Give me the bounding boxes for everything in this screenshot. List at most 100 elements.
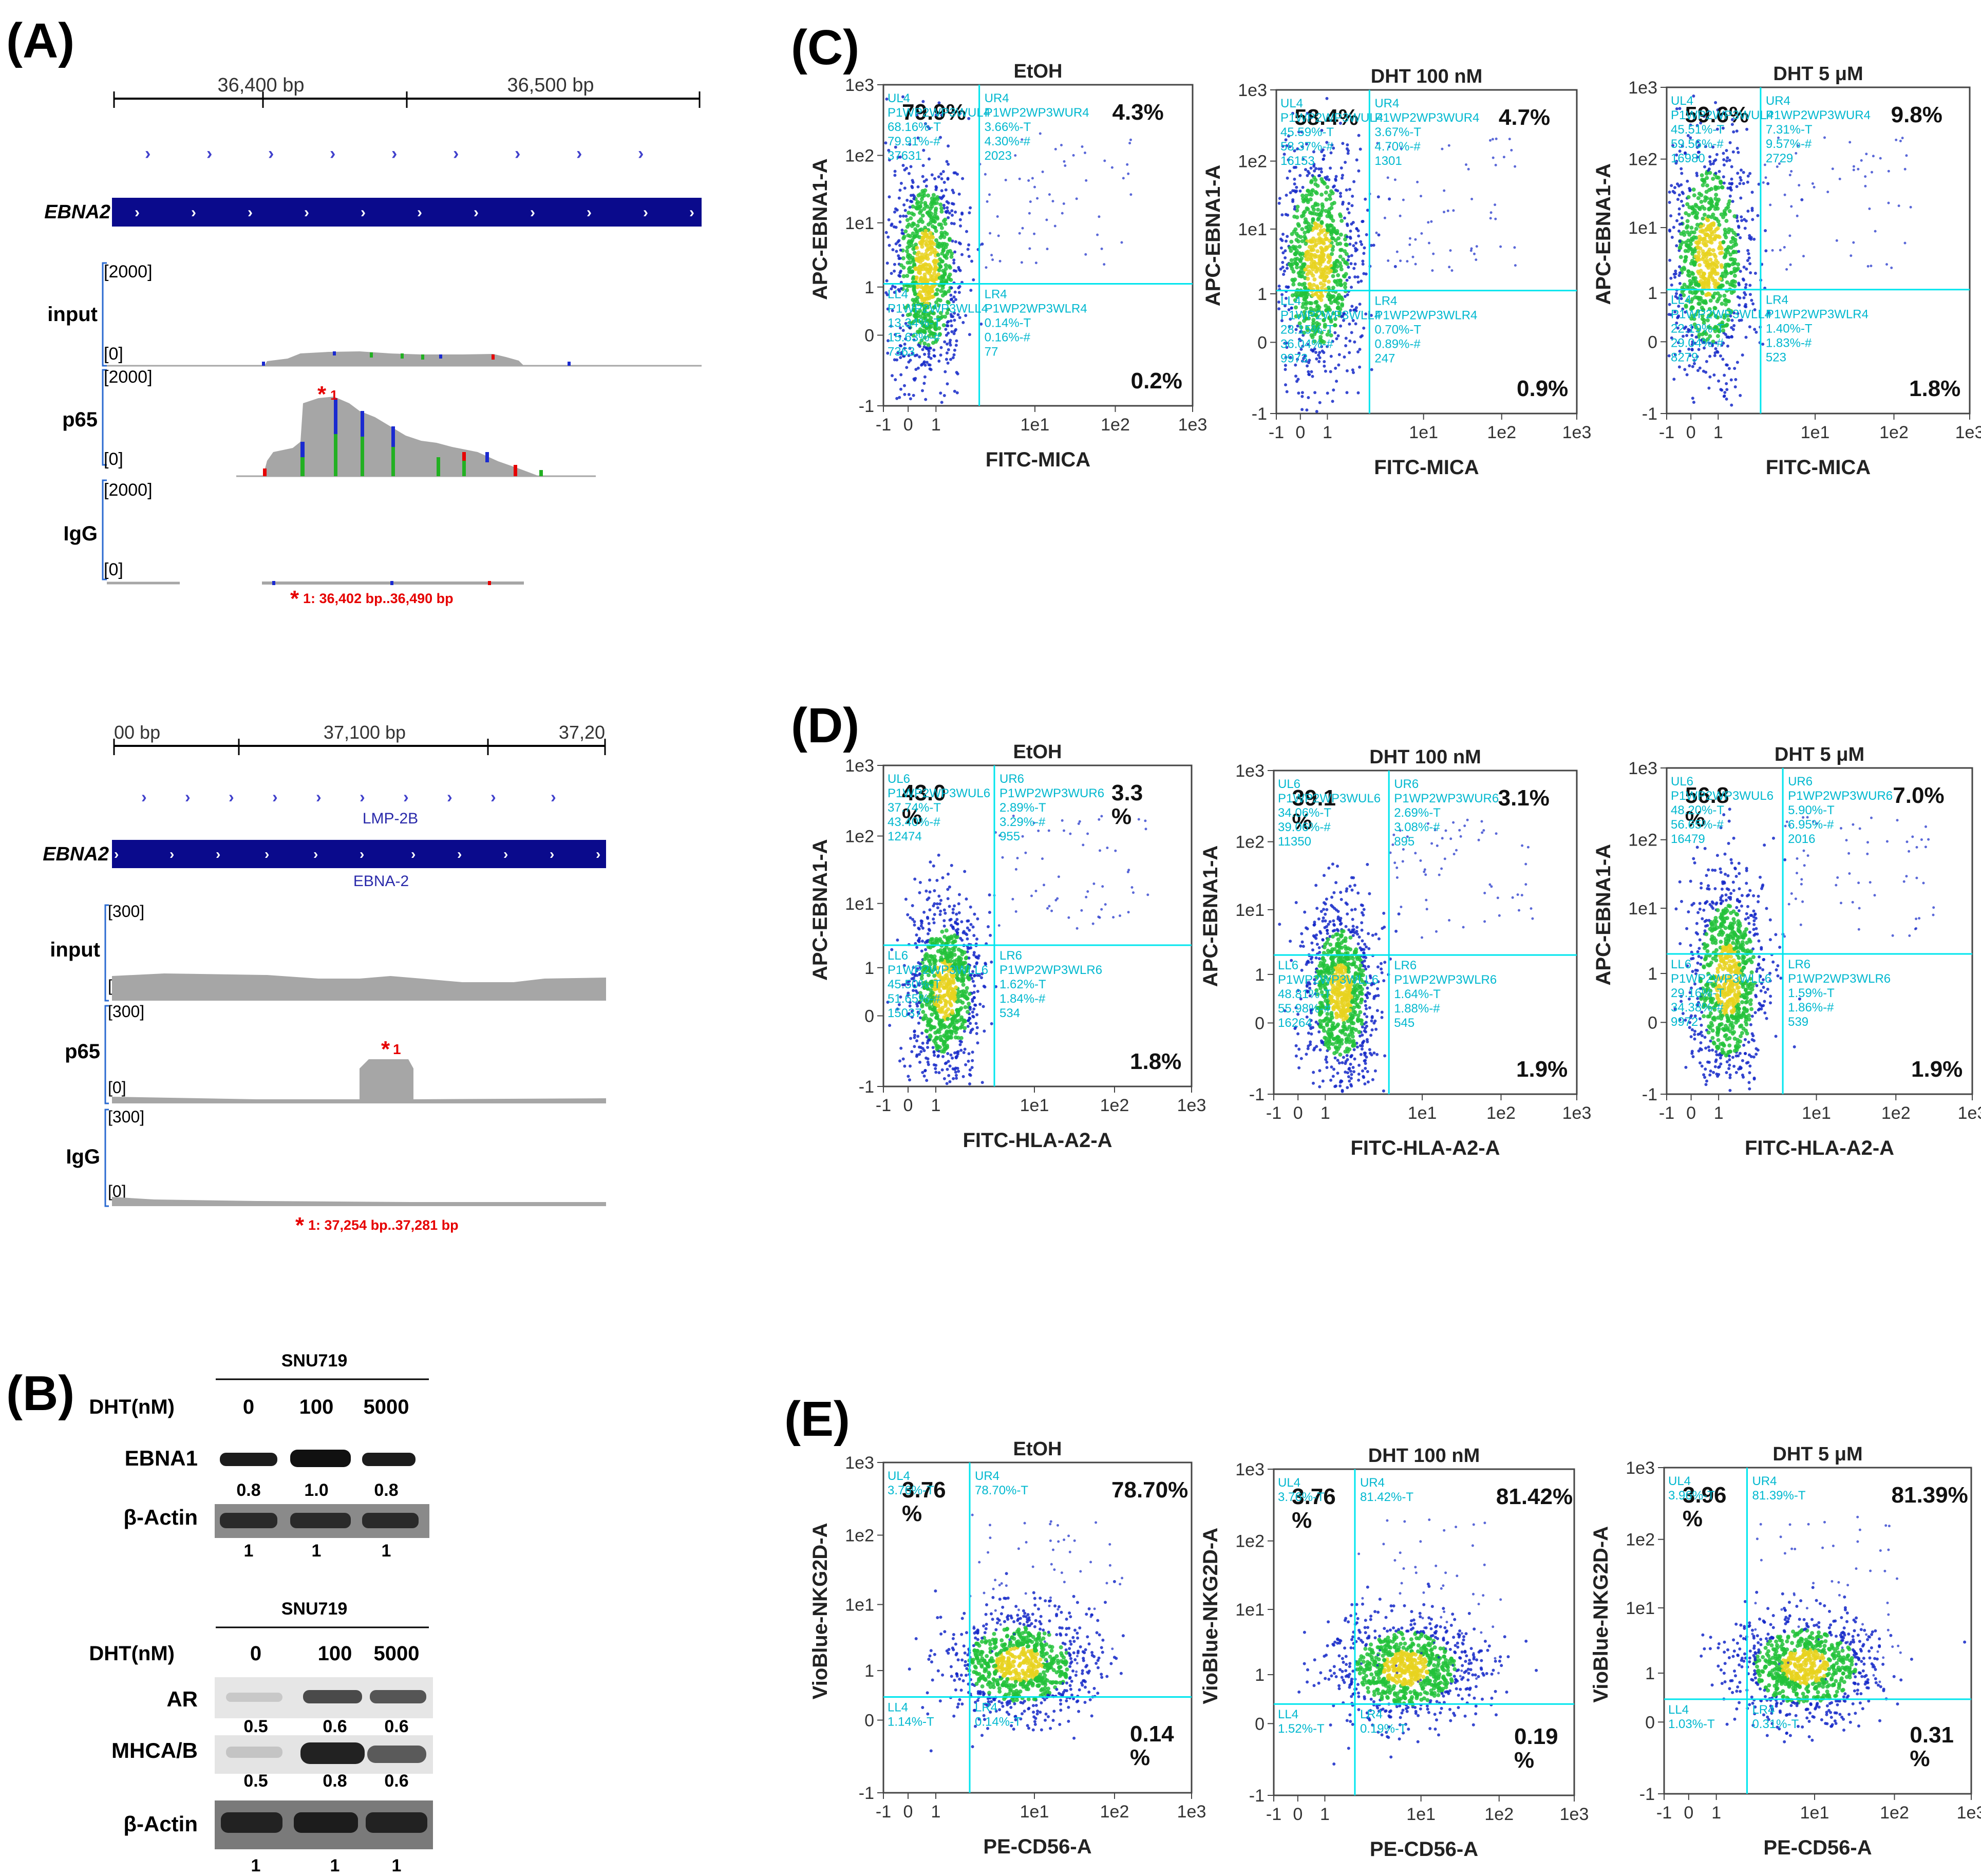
scatter-point [1349, 229, 1352, 233]
scatter-point [1119, 914, 1121, 917]
scatter-point [1354, 988, 1359, 992]
scatter-point [1852, 241, 1855, 244]
scatter-point [957, 286, 960, 290]
scatter-point [942, 235, 947, 239]
scatter-point [1293, 252, 1298, 257]
scatter-point [952, 191, 955, 194]
scatter-point [1312, 150, 1315, 154]
scatter-point [1730, 165, 1733, 168]
scatter-point [1307, 370, 1310, 373]
scatter-point [909, 216, 913, 220]
scatter-point [1335, 1005, 1340, 1009]
scatter-point [1370, 1019, 1373, 1023]
scatter-point [1307, 282, 1312, 287]
scatter-point [1393, 265, 1397, 268]
gate-stat-ll: LL4 [888, 288, 908, 302]
scatter-point [967, 1059, 970, 1063]
scatter-point [1020, 261, 1023, 264]
scatter-point [915, 295, 920, 300]
scatter-point [997, 234, 1000, 237]
scatter-point [1315, 249, 1320, 254]
scatter-point [1740, 219, 1744, 222]
scatter-point [1346, 293, 1349, 296]
scatter-point [1459, 835, 1462, 838]
scatter-point [1033, 232, 1036, 235]
scatter-point [913, 227, 918, 232]
scatter-point [1864, 184, 1867, 187]
scatter-point [1708, 160, 1712, 163]
scatter-point [916, 302, 921, 306]
scatter-point [1326, 307, 1331, 311]
scatter-point [1688, 279, 1692, 283]
scatter-point [967, 255, 971, 258]
scatter-point [1872, 155, 1875, 158]
scatter-point [941, 1042, 946, 1046]
scatter-point [913, 267, 918, 271]
scatter-point [943, 314, 948, 319]
scatter-point [1346, 224, 1349, 227]
blot-row-label: MHCA/B [111, 1738, 198, 1762]
scatter-point [1713, 354, 1716, 358]
scatter-point [1307, 269, 1311, 273]
scatter-point [1313, 935, 1316, 939]
y-tick-label: 1 [1257, 285, 1267, 304]
scatter-point [1483, 892, 1486, 894]
scatter-point [1335, 1035, 1340, 1039]
scatter-point [1342, 1056, 1345, 1059]
scatter-point [927, 954, 931, 959]
scatter-point [913, 923, 916, 927]
gene-name: EBNA2 [44, 201, 110, 223]
scatter-point [1291, 189, 1295, 193]
scatter-point [1682, 233, 1687, 237]
track-name-p65: p65 [62, 408, 98, 431]
scatter-point [1300, 145, 1304, 148]
scatter-point [1297, 314, 1302, 318]
scatter-point [933, 889, 936, 892]
scatter-point [933, 248, 937, 252]
dose-label: 0 [243, 1396, 254, 1418]
scatter-point [1317, 353, 1320, 357]
scatter-point [898, 271, 902, 274]
scatter-point [1383, 216, 1386, 219]
scatter-point [894, 242, 898, 246]
scatter-point [1335, 231, 1339, 235]
scatter-point [1338, 1012, 1343, 1017]
scatter-point [1411, 255, 1414, 258]
scatter-point [931, 193, 936, 197]
scatter-point [921, 1071, 925, 1074]
scatter-point [1353, 1057, 1356, 1061]
scatter-point [1364, 1066, 1367, 1070]
scatter-point [1470, 247, 1473, 250]
scatter-point [1337, 945, 1342, 950]
scatter-point [1701, 237, 1705, 242]
scatter-point [951, 239, 954, 243]
scatter-point [1351, 956, 1355, 961]
scatter-point [1082, 843, 1085, 847]
scatter-point [1293, 149, 1296, 153]
scatter-point [1325, 1023, 1329, 1027]
scatter-point [886, 235, 890, 239]
scatter-point [932, 219, 936, 223]
scatter-point [1694, 227, 1699, 231]
scatter-point [1329, 151, 1333, 155]
scatter-point [937, 175, 940, 179]
scatter-point [900, 351, 903, 354]
scatter-point [1700, 173, 1704, 178]
scatter-point [1359, 1044, 1362, 1047]
scatter-point [1299, 325, 1304, 330]
scatter-point [907, 393, 911, 396]
scatter-point [969, 1074, 972, 1077]
scatter-point [1332, 1037, 1336, 1041]
scatter-point [1722, 175, 1725, 179]
scatter-point [936, 906, 939, 910]
scatter-point [1305, 963, 1308, 966]
scatter-point [1728, 282, 1732, 287]
scatter-point [1348, 276, 1351, 279]
scatter-point [917, 927, 921, 931]
scatter-point [911, 333, 916, 338]
scatter-point [1483, 920, 1486, 923]
scatter-point [1330, 958, 1335, 962]
scatter-point [1711, 295, 1715, 299]
scatter-point [1748, 293, 1752, 296]
scatter-point [1350, 908, 1353, 912]
